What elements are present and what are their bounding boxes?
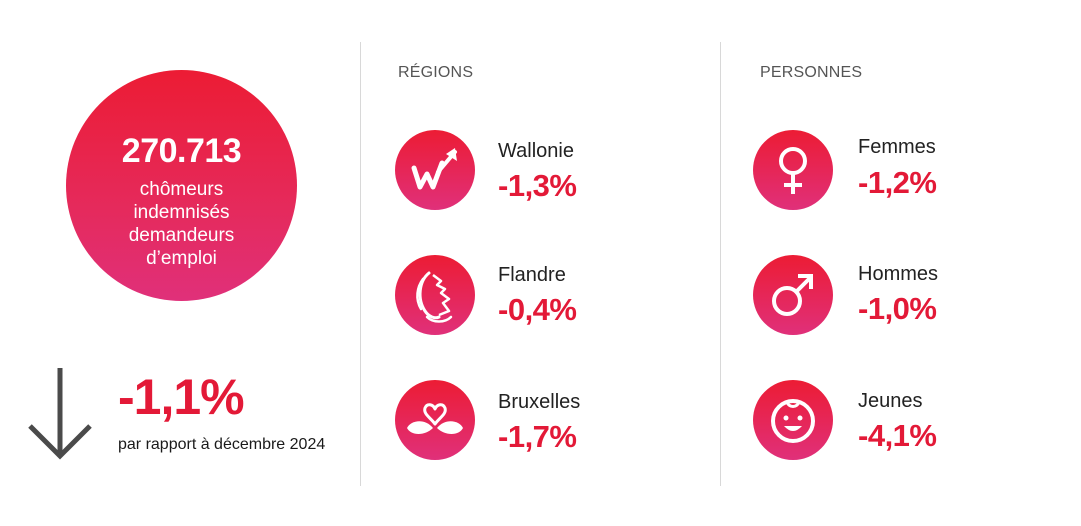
person-value-jeunes: -4,1% xyxy=(858,418,937,453)
region-label-flandre: Flandre xyxy=(498,264,566,286)
region-label-bruxelles: Bruxelles xyxy=(498,391,581,413)
flanders-lion-icon xyxy=(395,255,475,335)
male-symbol-icon xyxy=(753,255,833,335)
region-value-flandre: -0,4% xyxy=(498,292,577,327)
regions-title: RÉGIONS xyxy=(398,64,474,81)
total-circle: 270.713 chômeurs indemnisés demandeurs d… xyxy=(66,70,297,301)
column-divider xyxy=(720,42,721,486)
female-symbol-icon xyxy=(753,130,833,210)
person-value-femmes: -1,2% xyxy=(858,165,937,200)
total-change-caption: par rapport à décembre 2024 xyxy=(118,436,326,453)
description-line: d’emploi xyxy=(146,248,217,269)
total-change-value: -1,1% xyxy=(118,369,245,425)
region-label-wallonie: Wallonie xyxy=(498,140,574,162)
persons-title: PERSONNES xyxy=(760,64,863,81)
child-face-icon xyxy=(753,380,833,460)
region-value-wallonie: -1,3% xyxy=(498,168,577,203)
total-description: chômeurs indemnisés demandeurs d’emploi xyxy=(66,178,297,270)
total-unemployed-value: 270.713 xyxy=(121,132,242,170)
region-value-bruxelles: -1,7% xyxy=(498,419,577,454)
person-label-femmes: Femmes xyxy=(858,136,936,158)
description-line: chômeurs xyxy=(139,179,224,200)
column-divider xyxy=(360,42,361,486)
brussels-heart-iris-icon xyxy=(395,380,475,460)
person-label-hommes: Hommes xyxy=(858,263,939,285)
person-value-hommes: -1,0% xyxy=(858,291,937,326)
person-label-jeunes: Jeunes xyxy=(858,390,923,412)
description-line: demandeurs xyxy=(128,225,235,246)
wallonia-rooster-icon xyxy=(395,130,475,210)
arrow-down-icon xyxy=(28,368,92,460)
description-line: indemnisés xyxy=(133,202,230,223)
